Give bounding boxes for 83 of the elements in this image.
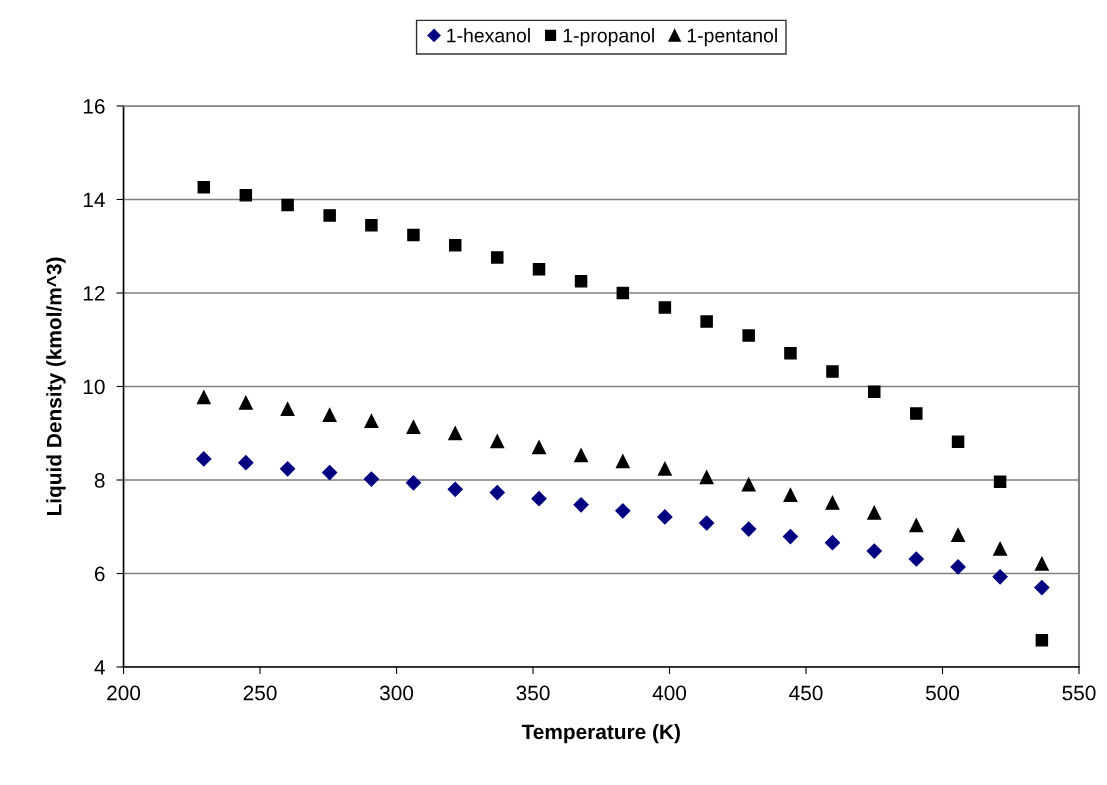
- point: [993, 475, 1007, 489]
- point: [532, 440, 546, 455]
- x-tick-label: 350: [516, 685, 550, 701]
- point: [825, 495, 840, 510]
- point: [615, 503, 631, 519]
- point: [615, 454, 630, 469]
- y-tick-label: 4: [94, 660, 105, 675]
- point: [280, 461, 296, 477]
- point: [700, 315, 713, 328]
- point: [322, 408, 337, 422]
- x-tick-label: 500: [925, 685, 960, 701]
- x-tick-label: 450: [789, 685, 823, 701]
- y-tick-label: 10: [83, 379, 105, 395]
- point: [407, 228, 420, 242]
- point: [826, 365, 839, 378]
- point: [992, 569, 1008, 585]
- point: [741, 521, 757, 537]
- point: [993, 541, 1008, 556]
- legend-label: 1-propanol: [563, 28, 654, 47]
- x-axis-title: Temperature (K): [521, 723, 680, 744]
- legend-label: 1-pentanol: [687, 28, 777, 47]
- point: [742, 329, 755, 342]
- point: [741, 477, 756, 492]
- point: [406, 420, 421, 435]
- point: [951, 528, 966, 543]
- point: [1034, 579, 1050, 596]
- point: [490, 434, 505, 449]
- point: [238, 395, 253, 410]
- point: [910, 407, 923, 420]
- y-tick-label: 14: [83, 192, 105, 208]
- point: [951, 435, 965, 448]
- point: [824, 535, 841, 551]
- y-axis-title: Liquid Density (kmol/m^3): [46, 257, 66, 516]
- point: [658, 301, 672, 314]
- point: [574, 448, 589, 463]
- point: [868, 385, 881, 398]
- point: [950, 559, 966, 575]
- point: [657, 509, 673, 525]
- point: [1034, 556, 1049, 571]
- point: [783, 488, 798, 502]
- x-tick-label: 300: [379, 685, 414, 701]
- point: [616, 286, 630, 300]
- point: [197, 181, 211, 194]
- x-tick-label: 550: [1062, 685, 1096, 701]
- legend-label: 1-hexanol: [447, 28, 530, 43]
- y-tick-label: 16: [83, 98, 105, 114]
- point: [909, 518, 924, 533]
- point: [573, 497, 589, 513]
- point: [196, 390, 211, 405]
- y-tick-label: 8: [94, 473, 105, 488]
- point: [405, 475, 422, 491]
- point: [574, 275, 588, 288]
- point: [866, 543, 882, 559]
- point: [280, 401, 295, 416]
- point: [447, 481, 463, 497]
- point: [867, 505, 882, 520]
- point: [531, 491, 547, 507]
- point: [281, 198, 294, 212]
- point: [448, 426, 463, 441]
- point: [196, 451, 212, 467]
- point: [699, 470, 714, 485]
- point: [908, 551, 924, 567]
- x-tick-label: 200: [107, 685, 141, 701]
- point: [491, 251, 504, 264]
- point: [364, 414, 379, 429]
- point: [782, 529, 799, 545]
- point: [784, 347, 797, 360]
- point: [238, 455, 254, 471]
- x-tick-label: 400: [652, 685, 687, 701]
- point: [363, 471, 379, 487]
- point: [239, 189, 253, 202]
- point: [699, 515, 715, 531]
- point: [489, 485, 505, 501]
- point: [532, 262, 546, 276]
- point: [448, 239, 462, 252]
- x-tick-label: 250: [243, 685, 277, 701]
- point: [365, 218, 378, 232]
- y-tick-label: 6: [94, 566, 105, 582]
- point: [1035, 634, 1049, 647]
- point: [657, 461, 672, 476]
- y-tick-label: 12: [83, 285, 105, 301]
- point: [323, 209, 336, 222]
- point: [322, 464, 338, 481]
